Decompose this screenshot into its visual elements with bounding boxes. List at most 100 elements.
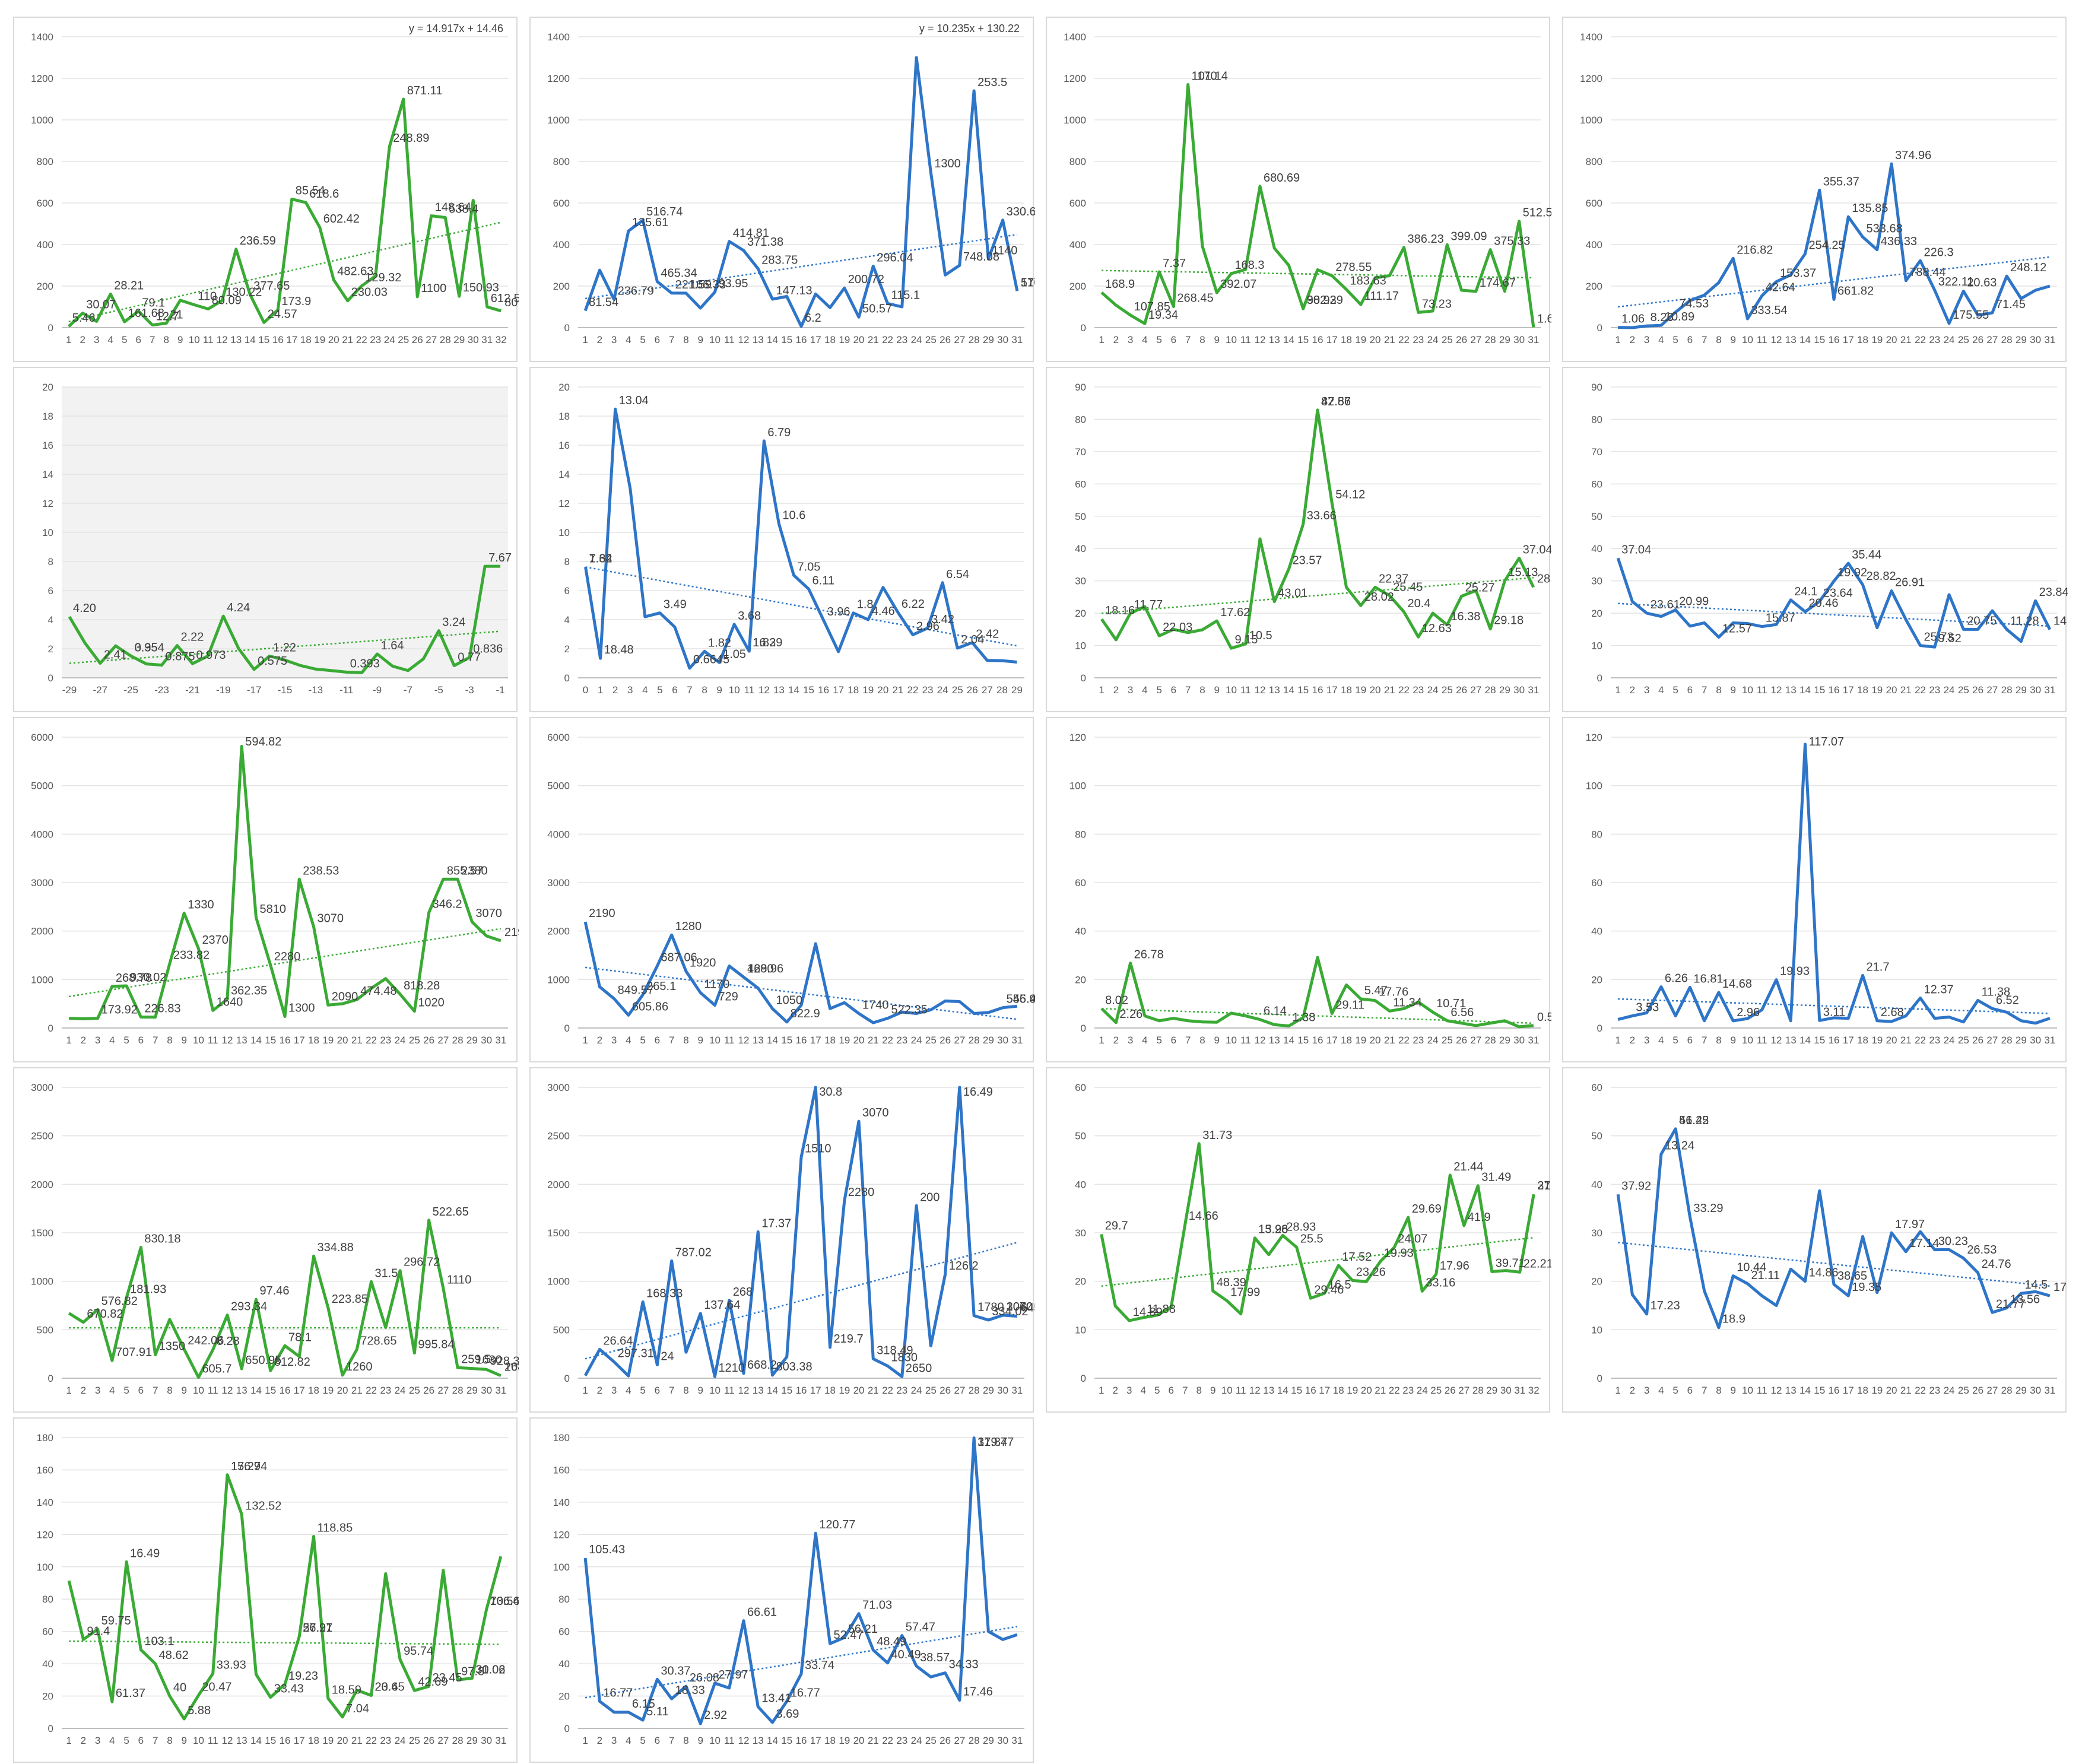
data-label: 787.02 (675, 1246, 712, 1259)
data-label: 533.68 (1867, 222, 1903, 235)
x-tick-label: 30 (468, 334, 479, 345)
data-label: 26.08 (690, 1671, 719, 1684)
y-tick-label: 160 (553, 1464, 570, 1476)
data-label: 14.94 (2054, 615, 2068, 628)
x-tick-label: 8 (683, 1385, 688, 1396)
data-label: 375.33 (1494, 235, 1530, 248)
x-tick-label: 26 (423, 1735, 434, 1746)
data-label: 17.23 (1651, 1299, 1680, 1312)
x-tick-label: 23 (1413, 334, 1424, 345)
x-tick-label: 8 (1196, 1385, 1202, 1396)
data-label: 17.46 (963, 1685, 993, 1698)
x-tick-label: 27 (954, 1035, 965, 1046)
x-tick-label: 19 (1871, 1035, 1883, 1046)
x-tick-label: 18 (300, 334, 312, 345)
x-tick-label: 6 (138, 1735, 144, 1746)
data-label: 29.69 (1412, 1203, 1442, 1216)
x-tick-label: 10 (1226, 684, 1237, 696)
data-label: 1740 (862, 999, 889, 1012)
data-label: 37.04 (1621, 543, 1651, 556)
x-tick-label: 2 (81, 1385, 86, 1396)
data-label: 522.35 (891, 1004, 928, 1017)
x-tick-label: 13 (1785, 1385, 1797, 1396)
data-label: 21.88 (1537, 1179, 1551, 1192)
y-tick-label: 80 (1591, 829, 1602, 840)
x-tick-label: 27 (1986, 1385, 1998, 1396)
data-label: 0.393 (350, 657, 380, 670)
x-tick-label: 1 (1099, 1035, 1104, 1046)
x-tick-label: 24 (911, 1035, 922, 1046)
y-tick-label: 10 (1075, 1324, 1086, 1335)
x-tick-label: 18 (824, 1035, 836, 1046)
y-tick-label: 30 (1591, 576, 1602, 587)
data-label: 40 (173, 1681, 186, 1695)
series-line (68, 564, 501, 674)
x-tick-label: 13 (753, 334, 764, 345)
x-tick-label: 10 (189, 334, 200, 345)
x-tick-label: 2 (1630, 1385, 1635, 1396)
y-tick-label: 180 (37, 1432, 53, 1443)
x-tick-label: 16 (280, 1035, 291, 1046)
data-label: 43.01 (1278, 587, 1307, 600)
x-tick-label: 12 (738, 1735, 750, 1746)
y-tick-label: 12 (558, 498, 570, 509)
x-tick-label: 12 (1771, 334, 1782, 345)
x-tick-label: 28 (1485, 1035, 1496, 1046)
data-label: 91.4 (87, 1625, 110, 1638)
y-tick-label: 1500 (31, 1227, 53, 1239)
y-tick-label: 600 (37, 198, 53, 209)
data-label: 24.07 (1398, 1233, 1427, 1246)
x-tick-label: 11 (744, 684, 754, 696)
x-tick-label: 26 (1972, 1385, 1983, 1396)
series-line (1100, 83, 1535, 328)
data-label: 545.45 (1007, 993, 1035, 1006)
x-tick-label: 13 (1785, 1035, 1797, 1046)
y-tick-label: 600 (1069, 198, 1086, 209)
y-tick-label: 60 (1591, 478, 1602, 490)
data-label: 51.45 (1679, 1114, 1709, 1127)
data-label: 31.73 (1202, 1129, 1232, 1142)
y-tick-label: 0 (1597, 672, 1602, 684)
y-tick-label: 50 (1591, 511, 1602, 522)
x-tick-label: 15 (781, 334, 792, 345)
chart-panel-14: 0 500 1000 1500 2000 2500 3000 1 2 3 4 5 6 7 8 9 10 11 12 1… (529, 1067, 1035, 1413)
x-tick-label: 5 (1156, 334, 1161, 345)
x-tick-label: 27 (437, 1385, 449, 1396)
y-tick-label: 0 (48, 1373, 53, 1384)
series-line (584, 407, 1017, 670)
x-tick-label: 5 (640, 1035, 645, 1046)
data-label: 223.85 (332, 1293, 368, 1306)
y-tick-label: 60 (1075, 478, 1086, 490)
x-tick-label: 26 (412, 334, 423, 345)
y-tick-label: 0 (48, 322, 53, 334)
x-tick-label: 15 (1291, 1385, 1302, 1396)
data-label: 9.15 (1234, 633, 1258, 646)
data-label: 2.96 (916, 620, 940, 633)
x-tick-label: 13 (230, 334, 242, 345)
x-tick-label: 6 (1171, 334, 1176, 345)
data-label: 10.6 (782, 509, 805, 522)
x-tick-label: 31 (1011, 1385, 1023, 1396)
data-label: 38.57 (920, 1651, 950, 1664)
data-label: 1210 (718, 1362, 745, 1375)
x-tick-label: 9 (697, 334, 703, 345)
data-label: 6.26 (1665, 972, 1688, 985)
x-tick-label: 6 (1687, 684, 1693, 696)
y-tick-label: 400 (553, 239, 570, 250)
y-tick-label: 60 (1591, 1082, 1602, 1093)
data-label: 46.22 (1679, 1114, 1709, 1127)
data-label: 25.45 (1393, 580, 1423, 594)
x-tick-label: 26 (1445, 1385, 1456, 1396)
data-label: 21.7 (1867, 960, 1890, 973)
data-label: 729 (718, 991, 738, 1004)
x-tick-label: 28 (969, 1735, 980, 1746)
x-tick-label: 4 (626, 1385, 631, 1396)
x-tick-label: 16 (1829, 334, 1840, 345)
y-tick-label: 4000 (547, 829, 570, 840)
data-label: 168.3 (1234, 259, 1264, 272)
x-tick-label: 25 (925, 1385, 937, 1396)
x-tick-label: 30 (997, 1385, 1008, 1396)
x-tick-label: 3 (95, 1735, 100, 1746)
x-tick-label: 24 (1944, 1385, 1955, 1396)
